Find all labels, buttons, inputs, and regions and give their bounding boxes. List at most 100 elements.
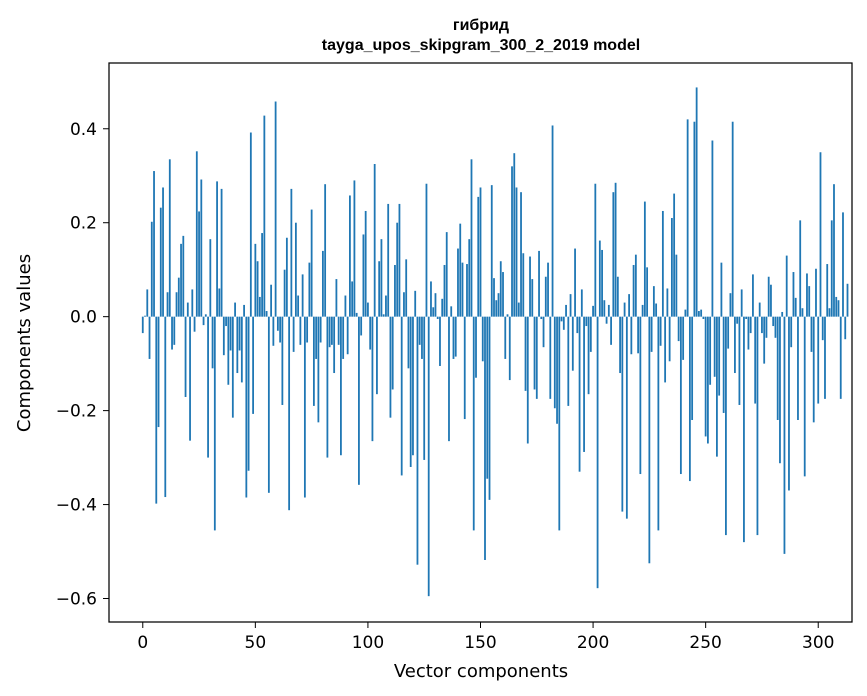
bar <box>560 316 563 322</box>
bar <box>479 187 482 317</box>
bar <box>808 286 811 317</box>
bar <box>517 302 520 317</box>
bar <box>218 288 221 317</box>
bar <box>432 307 435 317</box>
chart-title-line1: гибрид <box>453 17 509 34</box>
bar <box>772 316 775 327</box>
bar <box>547 262 549 317</box>
bar <box>360 316 363 336</box>
bar <box>468 239 471 317</box>
bar <box>749 316 752 334</box>
bar <box>513 153 516 317</box>
bar <box>319 316 322 343</box>
bar <box>686 119 689 317</box>
bar <box>265 311 268 317</box>
bar <box>414 290 417 317</box>
bar <box>346 316 349 355</box>
bar <box>209 239 212 317</box>
bar <box>625 316 628 519</box>
bar <box>666 288 669 317</box>
bar <box>544 276 547 317</box>
bar <box>504 316 507 359</box>
bar <box>450 306 453 317</box>
bar <box>761 316 763 334</box>
bar <box>276 316 279 331</box>
bar <box>592 305 594 317</box>
bar <box>664 316 667 383</box>
y-tick-label: 0.4 <box>70 120 97 140</box>
bar <box>515 187 518 317</box>
bar <box>290 188 293 317</box>
y-tick-label: 0.2 <box>70 214 97 234</box>
bar <box>382 314 385 317</box>
bar <box>141 316 144 334</box>
bar <box>355 312 358 317</box>
bar <box>229 316 232 351</box>
x-tick-label: 300 <box>802 633 834 653</box>
bar <box>254 243 257 317</box>
bar <box>720 262 723 317</box>
bar <box>477 196 480 317</box>
bar <box>788 316 790 491</box>
bar <box>457 248 459 317</box>
bar <box>524 316 527 391</box>
bar <box>258 296 261 317</box>
bar <box>380 239 383 317</box>
bar <box>812 316 815 423</box>
x-tick-label: 250 <box>689 633 721 653</box>
bar <box>344 295 347 317</box>
bar <box>643 201 646 317</box>
bar <box>243 304 245 317</box>
bar <box>493 278 495 317</box>
bar <box>285 237 288 317</box>
bar <box>315 316 318 359</box>
bar <box>781 311 784 317</box>
bar <box>335 279 338 317</box>
bar <box>758 302 761 317</box>
y-axis-label: Components values <box>14 254 35 432</box>
bar <box>806 273 808 317</box>
bar <box>389 316 392 418</box>
bar <box>281 316 284 405</box>
bar <box>225 316 227 327</box>
bar <box>445 232 448 317</box>
bar <box>337 316 340 345</box>
bar <box>351 281 354 317</box>
bar <box>186 302 189 317</box>
bar <box>312 316 315 406</box>
bar <box>655 303 658 317</box>
bar <box>634 254 637 317</box>
bar <box>661 210 664 317</box>
bar <box>585 316 588 327</box>
bar <box>213 316 216 531</box>
bar <box>434 293 437 317</box>
bar <box>463 316 466 420</box>
bar <box>294 222 297 317</box>
bar <box>693 121 696 317</box>
bar <box>486 316 489 479</box>
bar <box>535 316 538 399</box>
bar <box>610 316 612 345</box>
bar <box>571 316 574 371</box>
bar <box>310 209 313 317</box>
bar <box>270 284 273 317</box>
bar <box>713 316 716 377</box>
bar <box>175 292 178 317</box>
bar <box>171 316 173 350</box>
y-tick-label: −0.4 <box>56 496 97 516</box>
bar <box>193 316 196 332</box>
bar <box>752 274 754 317</box>
bar <box>274 101 277 317</box>
bar <box>567 316 570 406</box>
bar <box>497 293 500 317</box>
bar <box>412 316 414 456</box>
bar <box>328 316 331 348</box>
bar <box>475 316 477 378</box>
bar <box>425 183 428 317</box>
bar <box>776 316 779 420</box>
bar <box>499 261 502 317</box>
bar <box>605 316 608 324</box>
bar <box>774 316 777 338</box>
bar <box>436 316 439 320</box>
